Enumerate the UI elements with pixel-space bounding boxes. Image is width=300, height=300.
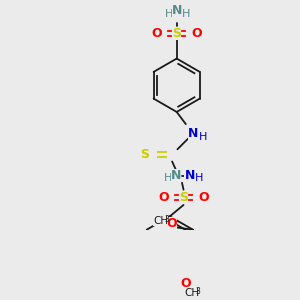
Text: CH: CH xyxy=(184,288,200,298)
Text: O: O xyxy=(180,277,190,290)
Text: S: S xyxy=(172,27,181,40)
Text: H: H xyxy=(195,173,203,183)
Text: 3: 3 xyxy=(196,287,201,296)
Text: O: O xyxy=(152,27,162,40)
Text: N: N xyxy=(172,4,183,17)
Text: H: H xyxy=(199,132,208,142)
Text: S: S xyxy=(140,148,149,161)
Text: O: O xyxy=(191,27,202,40)
Text: N: N xyxy=(171,169,181,182)
Text: H: H xyxy=(182,9,190,19)
Text: 3: 3 xyxy=(165,215,170,224)
Text: S: S xyxy=(179,191,188,204)
Text: CH: CH xyxy=(153,216,169,226)
Text: H: H xyxy=(164,173,172,183)
Text: H: H xyxy=(165,9,173,19)
Text: N: N xyxy=(188,127,199,140)
Text: N: N xyxy=(184,169,195,182)
Text: O: O xyxy=(166,217,177,230)
Text: O: O xyxy=(158,191,169,204)
Text: O: O xyxy=(198,191,209,204)
